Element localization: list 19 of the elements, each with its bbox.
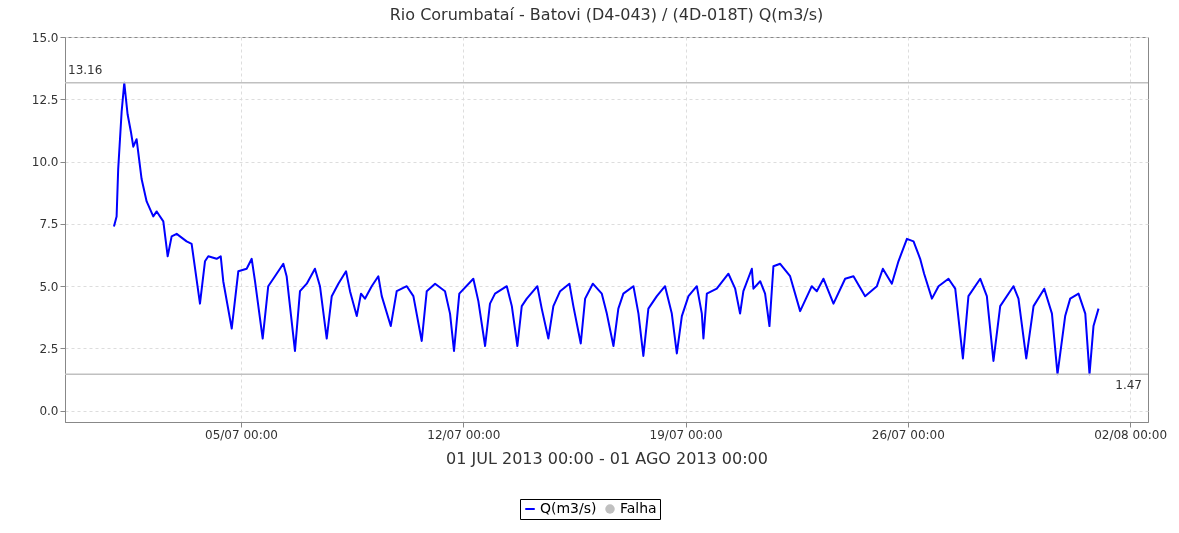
y-tick-label: 12.5 — [31, 92, 59, 107]
ref-line-label: 1.47 — [1115, 378, 1142, 393]
x-tick-label: 12/07 00:00 — [427, 427, 501, 442]
x-tick-label: 02/08 00:00 — [1094, 427, 1168, 442]
x-axis-title: 01 JUL 2013 00:00 - 01 AGO 2013 00:00 — [446, 448, 768, 468]
line-series — [112, 81, 1100, 376]
legend-label: Q(m3/s) — [540, 500, 597, 516]
y-tick-label: 0.0 — [39, 404, 59, 419]
x-tick-label: 19/07 00:00 — [649, 427, 723, 442]
x-tick-label: 26/07 00:00 — [871, 427, 945, 442]
y-tick-label: 10.0 — [31, 155, 59, 170]
y-tick-label: 2.5 — [39, 341, 59, 356]
x-tick-label: 05/07 00:00 — [204, 427, 278, 442]
legend-label: Falha — [620, 500, 657, 516]
y-tick-label: 5.0 — [39, 279, 59, 294]
y-tick-label: 7.5 — [39, 217, 59, 232]
chart-title: Rio Corumbataí - Batovi (D4-043) / (4D-018T) Q(m3/s) — [389, 5, 824, 24]
ref-line-label: 13.16 — [68, 62, 103, 77]
y-tick-label: 15.0 — [31, 30, 59, 45]
